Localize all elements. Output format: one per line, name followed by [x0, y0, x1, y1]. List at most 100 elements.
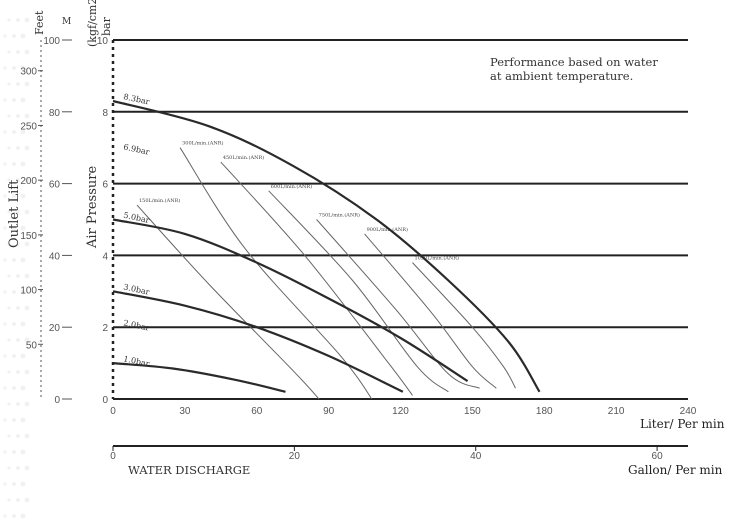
decor-dot	[7, 242, 11, 246]
decor-dot	[12, 354, 16, 358]
decor-dot	[20, 481, 26, 487]
decor-dot	[16, 82, 20, 86]
decor-dot	[12, 322, 16, 326]
x-tick-150: 150	[464, 406, 481, 417]
decor-dot	[16, 146, 20, 150]
feet-tick-100: 100	[20, 286, 37, 297]
decor-dot	[12, 66, 16, 70]
decor-dot	[24, 145, 30, 151]
pressure-curve-label-4: 2.0bar	[123, 318, 151, 332]
decor-dot	[3, 290, 7, 294]
decor-dot	[24, 241, 30, 247]
decor-dot	[3, 482, 7, 486]
decor-dot	[7, 18, 11, 22]
decor-dot	[24, 401, 30, 407]
pressure-curve-2	[112, 218, 469, 383]
y-tick-4: 4	[102, 251, 108, 262]
decorative-dot-border	[3, 17, 30, 519]
feet-tick-150: 150	[20, 231, 37, 242]
x2-tick-40: 40	[470, 451, 482, 462]
decor-dot	[20, 129, 26, 135]
decor-dot	[7, 402, 11, 406]
flow-curve-5	[364, 233, 497, 389]
decor-dot	[16, 210, 20, 214]
decor-dot	[12, 130, 16, 134]
feet-tick-300: 300	[20, 67, 37, 78]
decor-dot	[7, 50, 11, 54]
pressure-unit-label: (kgf/cm2)	[86, 0, 99, 47]
water-discharge-label: WATER DISCHARGE	[128, 463, 250, 477]
pressure-curve-label-5: 1.0bar	[123, 354, 151, 368]
decor-dot	[3, 130, 7, 134]
flow-curve-1	[179, 147, 373, 400]
m-tick-20: 20	[49, 323, 61, 334]
decor-dot	[20, 225, 26, 231]
m-tick-0: 0	[54, 395, 60, 406]
decor-dot	[20, 417, 26, 423]
note-line-2: at ambient temperature.	[490, 69, 633, 83]
y-tick-6: 6	[102, 180, 108, 191]
decor-dot	[16, 498, 20, 502]
decor-dot	[3, 418, 7, 422]
decor-dot	[7, 434, 11, 438]
decor-dot	[20, 97, 26, 103]
decor-dot	[3, 322, 7, 326]
flow-curve-label-6: 1050L/min.(ANR)	[414, 255, 459, 262]
decor-dot	[16, 434, 20, 438]
decor-dot	[16, 18, 20, 22]
pressure-curve-label-1: 6.9bar	[123, 142, 151, 156]
decor-dot	[12, 290, 16, 294]
flow-curves: 150L/min.(ANR) 300L/min.(ANR)450L/min.(AN…	[136, 140, 516, 400]
flow-curve-3	[268, 190, 449, 393]
decor-dot	[20, 33, 26, 39]
decor-dot	[16, 50, 20, 54]
decor-dot	[3, 226, 7, 230]
decor-dot	[16, 306, 20, 310]
decor-dot	[24, 273, 30, 279]
decor-dot	[20, 193, 26, 199]
flow-curve-label-3: 600L/min.(ANR)	[271, 183, 312, 190]
decor-dot	[20, 385, 26, 391]
decor-dot	[3, 450, 7, 454]
air-pressure-axis-label: Air Pressure	[85, 166, 100, 249]
decor-dot	[24, 433, 30, 439]
decor-dot	[7, 146, 11, 150]
meter-unit-label: M	[62, 17, 71, 27]
decor-dot	[24, 177, 30, 183]
flow-curve-6	[412, 262, 516, 389]
decor-dot	[3, 386, 7, 390]
feet-unit-label: Feet	[33, 10, 46, 35]
y-tick-8: 8	[102, 108, 108, 119]
decor-dot	[24, 113, 30, 119]
decor-dot	[20, 513, 26, 519]
x-tick-90: 90	[323, 406, 335, 417]
decor-dot	[12, 418, 16, 422]
x2-tick-20: 20	[289, 451, 301, 462]
decor-dot	[7, 498, 11, 502]
note-line-1: Performance based on water	[490, 55, 658, 69]
decor-dot	[12, 450, 16, 454]
decor-dot	[20, 257, 26, 263]
flow-curve-label-2: 450L/min.(ANR)	[223, 154, 264, 161]
axes	[40, 40, 688, 447]
decor-dot	[16, 114, 20, 118]
decor-dot	[3, 258, 7, 262]
gridlines	[113, 39, 688, 329]
decor-dot	[20, 161, 26, 167]
y-tick-0: 0	[102, 395, 108, 406]
flow-curve-4	[316, 219, 480, 389]
pressure-curve-3	[112, 290, 404, 393]
decor-dot	[7, 306, 11, 310]
decor-dot	[24, 17, 30, 23]
flow-curve-label-0: 150L/min.(ANR)	[139, 197, 180, 204]
x-tick-180: 180	[536, 406, 553, 417]
decor-dot	[7, 210, 11, 214]
x-axis-label: Liter/ Per min	[640, 417, 725, 431]
feet-tick-250: 250	[20, 121, 37, 132]
y-tick-10: 10	[97, 36, 109, 47]
decor-dot	[3, 514, 7, 518]
x-tick-60: 60	[251, 406, 263, 417]
decor-dot	[16, 370, 20, 374]
